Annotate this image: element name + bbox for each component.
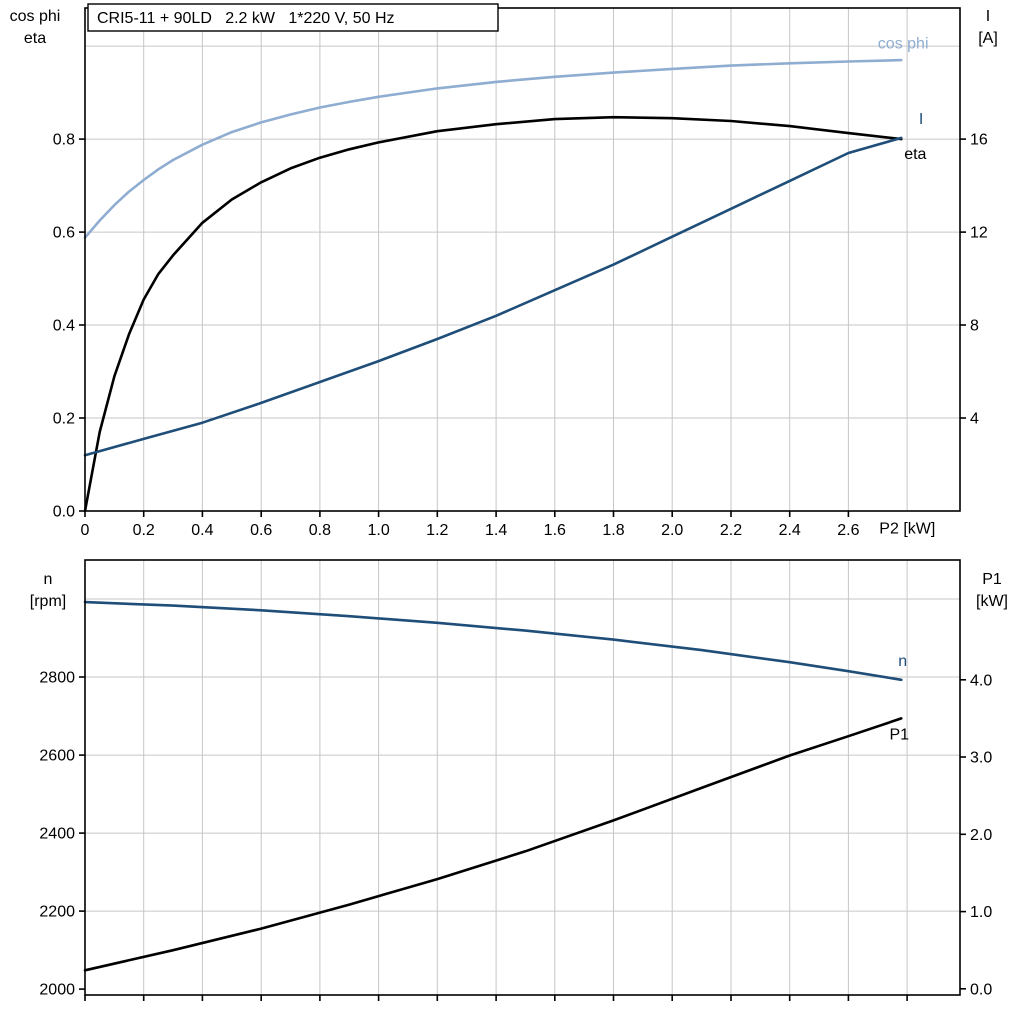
right-tick-label: 4 xyxy=(970,411,979,428)
x-tick-label: 1.8 xyxy=(602,522,624,539)
top-right-axis-title-line2: [A] xyxy=(978,30,998,47)
left-tick-label: 2200 xyxy=(39,904,75,921)
generated-plots: 0 0.2 0.4 0.6 0.8 1.0 1.2 1.4 1.6 1.8 2.0 2.2 2.4 2.6… xyxy=(39,7,992,1001)
curve-label-n: n xyxy=(898,653,907,670)
top-plot: 0 0.2 0.4 0.6 0.8 1.0 1.2 1.4 1.6 1.8 2.0 2.2 2.4 2.6… xyxy=(53,7,988,539)
x-tick-label: 1.6 xyxy=(544,522,566,539)
x-tick-label: 0.4 xyxy=(191,522,213,539)
series-i-curve xyxy=(83,136,903,457)
top-left-axis-title-line2: eta xyxy=(24,30,46,47)
series-n-curve xyxy=(83,600,903,682)
left-tick-label: 2000 xyxy=(39,982,75,999)
series-p1-curve xyxy=(83,717,903,972)
bottom-left-axis-title-line2: [rpm] xyxy=(30,593,66,610)
right-tick-label: 12 xyxy=(970,225,988,242)
left-tick-label: 0.6 xyxy=(53,225,75,242)
series-eta-curve xyxy=(83,115,903,513)
title-box: CRI5-11 + 90LD 2.2 kW 1*220 V, 50 Hz xyxy=(87,3,499,32)
right-tick-label: 4.0 xyxy=(970,672,992,689)
x-tick-label: 1.2 xyxy=(426,522,448,539)
left-tick-label: 0.8 xyxy=(53,132,75,149)
chart-title: CRI5-11 + 90LD 2.2 kW 1*220 V, 50 Hz xyxy=(97,10,395,27)
left-tick-label: 0.2 xyxy=(53,411,75,428)
right-tick-label: 3.0 xyxy=(970,750,992,767)
x-tick-label: 0.2 xyxy=(133,522,155,539)
left-tick-label: 0.0 xyxy=(53,504,75,521)
x-tick-label: 2.6 xyxy=(837,522,859,539)
x-tick-label: 0 xyxy=(81,522,90,539)
right-tick-label: 8 xyxy=(970,318,979,335)
x-tick-label: 2.2 xyxy=(720,522,742,539)
title-box-frame xyxy=(87,3,499,32)
x-tick-label: 1.4 xyxy=(485,522,507,539)
curve-label-i: I xyxy=(919,111,923,128)
bottom-left-axis-title-line1: n xyxy=(44,571,53,588)
series-cos-phi-curve xyxy=(83,58,903,239)
top-right-axis-title-line1: I xyxy=(986,8,990,25)
bottom-right-axis-title-line2: [kW] xyxy=(976,593,1008,610)
bottom-plot: 2000 2200 2400 2600 2800 0.0 1.0 2.0 3.0 4.0 n P1 xyxy=(39,559,992,1001)
bottom-right-axis-title-line1: P1 xyxy=(982,571,1002,588)
x-tick-label: 0.8 xyxy=(309,522,331,539)
curve-label-cos-phi: cos phi xyxy=(878,35,929,52)
x-tick-label: 1.0 xyxy=(367,522,389,539)
right-tick-label: 1.0 xyxy=(970,904,992,921)
right-tick-label: 2.0 xyxy=(970,827,992,844)
right-tick-label: 0.0 xyxy=(970,981,992,998)
top-left-axis-title-line1: cos phi xyxy=(10,8,61,25)
plot-frame xyxy=(84,559,961,996)
left-tick-label: 2600 xyxy=(39,748,75,765)
x-tick-label: 0.6 xyxy=(250,522,272,539)
x-tick-label: 2.0 xyxy=(661,522,683,539)
left-tick-label: 2800 xyxy=(39,670,75,687)
left-tick-label: 0.4 xyxy=(53,318,75,335)
curve-label-p2-kw-: P2 [kW] xyxy=(879,520,935,537)
curve-label-p1: P1 xyxy=(890,727,910,744)
left-tick-label: 2400 xyxy=(39,826,75,843)
right-tick-label: 16 xyxy=(970,132,988,149)
plot-frame xyxy=(84,7,961,512)
x-tick-label: 2.4 xyxy=(779,522,801,539)
curve-label-eta: eta xyxy=(904,146,926,163)
